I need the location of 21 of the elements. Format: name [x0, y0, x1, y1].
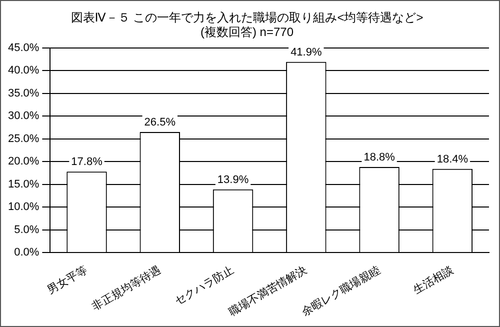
y-tick-label: 35.0%: [8, 87, 40, 100]
y-tick-label: 15.0%: [8, 178, 40, 190]
x-tick-label: 生活相談: [410, 263, 456, 297]
y-tick-label: 40.0%: [8, 64, 40, 77]
y-tick-label: 20.0%: [8, 156, 40, 168]
x-tick-label: 非正規均等待遇: [90, 263, 163, 314]
data-label: 41.9%: [290, 46, 322, 58]
data-label: 26.5%: [144, 116, 176, 129]
y-tick-label: 25.0%: [8, 132, 40, 145]
y-tick-label: 0.0%: [14, 246, 40, 259]
y-tick-label: 5.0%: [14, 224, 40, 236]
chart-title: 図表Ⅳ－５ この一年で力を入れた職場の取り組み<均等待遇など>: [70, 10, 424, 25]
data-label: 13.9%: [217, 174, 249, 186]
x-tick-label: 男女平等: [46, 264, 90, 297]
data-label: 18.4%: [436, 153, 468, 166]
y-tick-label: 10.0%: [8, 201, 40, 214]
y-tick-label: 45.0%: [8, 42, 40, 54]
y-tick-label: 30.0%: [8, 110, 40, 122]
chart-subtitle: (複数回答) n=770: [200, 24, 294, 39]
data-label: 17.8%: [71, 156, 103, 168]
data-label: 18.8%: [364, 152, 396, 164]
